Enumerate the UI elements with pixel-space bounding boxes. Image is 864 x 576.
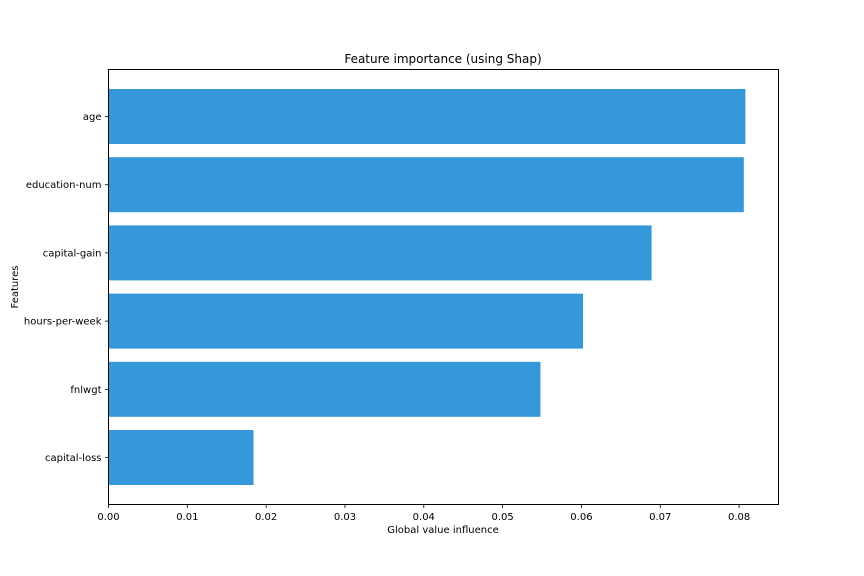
y-tick-label: education-num: [26, 180, 102, 191]
y-tick-label: hours-per-week: [24, 317, 102, 328]
x-tick-label: 0.08: [728, 512, 750, 523]
x-tick-label: 0.04: [413, 512, 435, 523]
x-tick-label: 0.00: [97, 512, 119, 523]
x-tick-label: 0.05: [491, 512, 513, 523]
y-axis-label: Features: [10, 266, 21, 309]
x-axis-label: Global value influence: [387, 525, 498, 536]
chart-title: Feature importance (using Shap): [344, 52, 541, 66]
y-tick-label: age: [83, 112, 102, 123]
y-axis: age education-num capital-gain hours-per-we…: [24, 112, 109, 464]
bar-fnlwgt: [108, 361, 541, 417]
x-tick-label: 0.03: [334, 512, 356, 523]
bar-age: [108, 89, 746, 144]
x-tick-label: 0.01: [176, 512, 198, 523]
x-tick-label: 0.06: [570, 512, 592, 523]
bar-capital-loss: [108, 430, 254, 485]
y-tick-label: fnlwgt: [70, 385, 101, 396]
bar-education-num: [108, 157, 744, 213]
plot-frame: [108, 69, 779, 505]
x-tick-label: 0.02: [255, 512, 277, 523]
y-tick-label: capital-gain: [43, 248, 102, 259]
bar-capital-gain: [108, 225, 652, 281]
bar-hours-per-week: [108, 293, 584, 349]
x-axis: 0.00 0.01 0.02 0.03 0.04 0.05 0.06 0.07 0.08: [97, 504, 750, 523]
y-tick-label: capital-loss: [45, 453, 102, 464]
x-tick-label: 0.07: [649, 512, 671, 523]
bars-group: [108, 89, 746, 485]
